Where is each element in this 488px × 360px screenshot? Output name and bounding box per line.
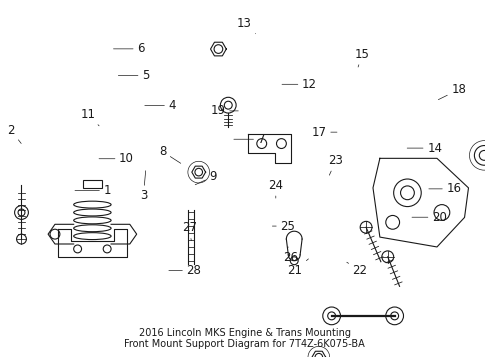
Text: 10: 10 <box>99 152 134 165</box>
Text: 3: 3 <box>140 171 147 202</box>
Text: 8: 8 <box>159 145 181 163</box>
Text: 23: 23 <box>328 154 343 175</box>
Text: 4: 4 <box>144 99 176 112</box>
Text: 20: 20 <box>411 211 446 224</box>
Text: 27: 27 <box>181 221 196 241</box>
Bar <box>82 180 102 188</box>
Text: 12: 12 <box>282 78 316 91</box>
Text: 22: 22 <box>346 262 367 277</box>
Text: 2: 2 <box>7 124 21 143</box>
Text: 21: 21 <box>287 259 308 277</box>
Text: 24: 24 <box>268 179 283 198</box>
Text: 25: 25 <box>272 220 295 233</box>
Text: 13: 13 <box>237 17 255 34</box>
Text: 16: 16 <box>428 183 461 195</box>
Text: 5: 5 <box>118 69 149 82</box>
Text: 6: 6 <box>113 42 144 55</box>
Text: 14: 14 <box>407 141 441 154</box>
Text: 26: 26 <box>282 247 297 265</box>
Text: 1: 1 <box>75 184 111 197</box>
Text: 17: 17 <box>311 126 336 139</box>
Text: 15: 15 <box>354 48 369 67</box>
Text: 9: 9 <box>195 170 217 185</box>
Text: 7: 7 <box>233 133 264 146</box>
Text: 18: 18 <box>437 83 465 100</box>
Text: 2016 Lincoln MKS Engine & Trans Mounting
Front Mount Support Diagram for 7T4Z-6K: 2016 Lincoln MKS Engine & Trans Mounting… <box>124 328 364 349</box>
Text: 19: 19 <box>210 104 238 117</box>
Text: 11: 11 <box>81 108 99 126</box>
Text: 28: 28 <box>168 264 201 277</box>
